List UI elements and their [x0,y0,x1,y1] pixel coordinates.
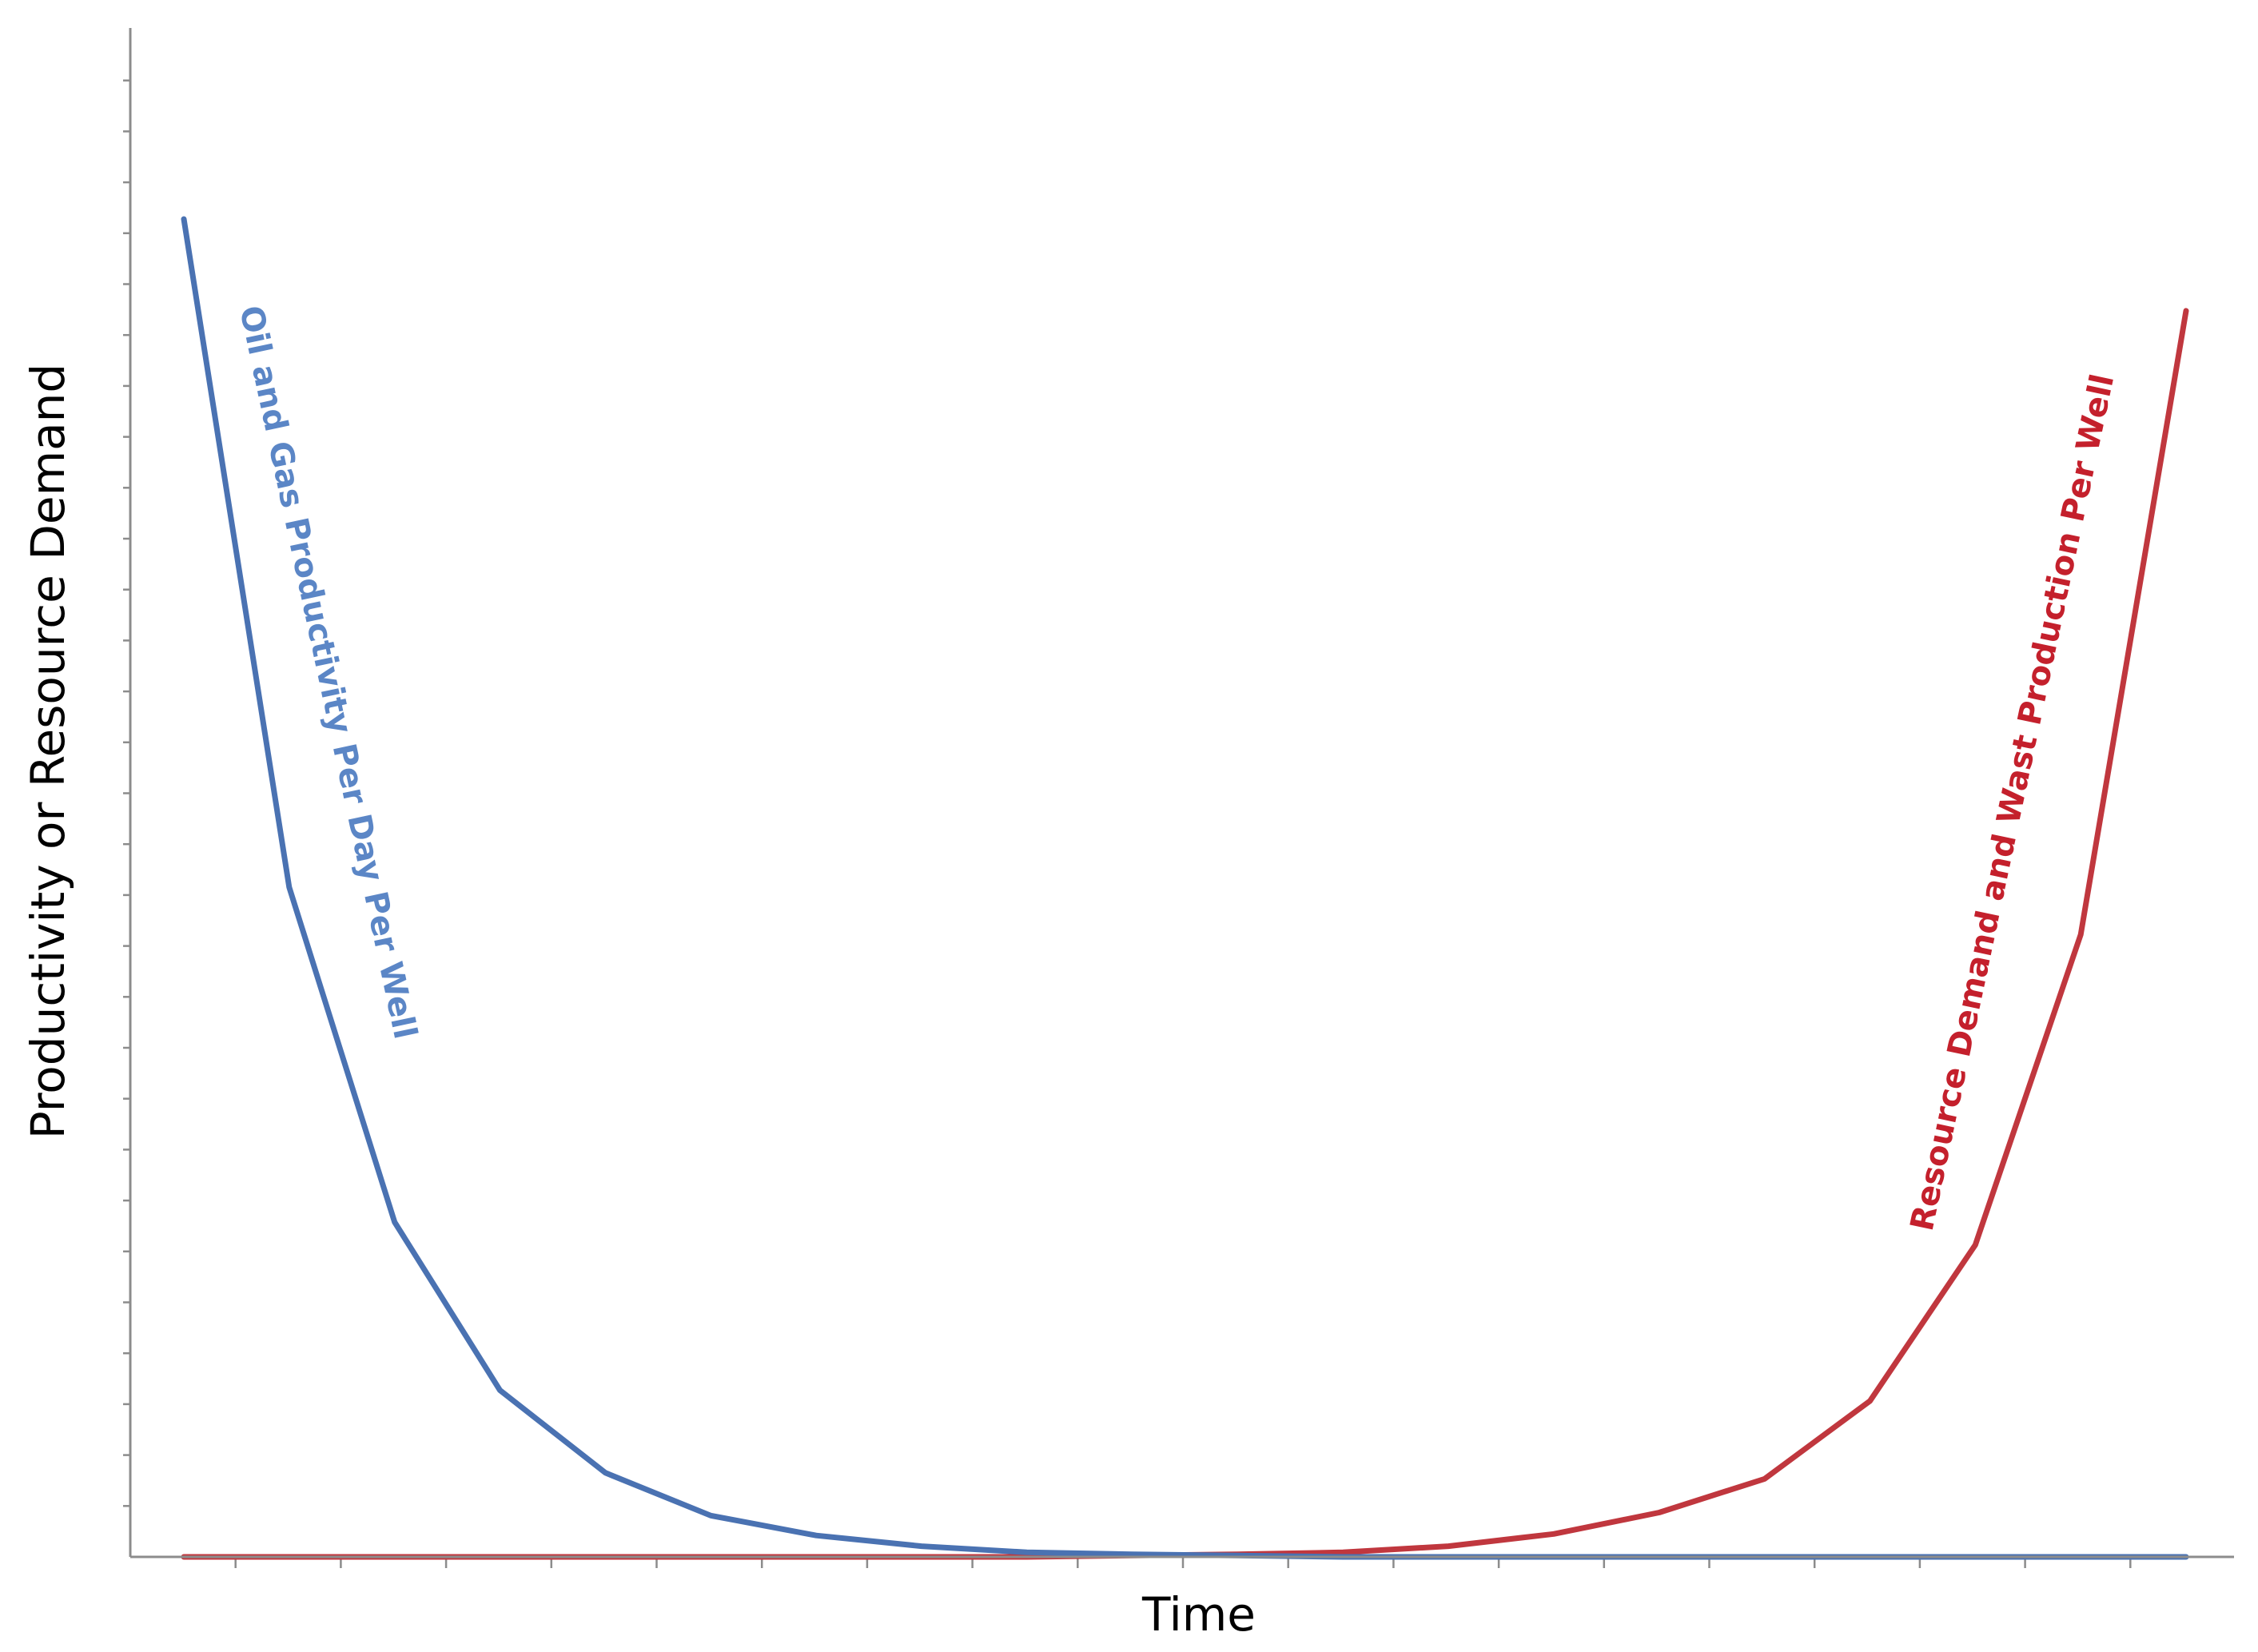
x-axis-title: Time [1141,1587,1256,1642]
series-labels: Oil and Gas Productivity Per Day Per Wel… [232,303,2121,1235]
series-line-oil-gas [181,216,2189,1560]
y-axis-title: Productivity or Resource Demand [21,364,75,1139]
series-label-oil-gas: Oil and Gas Productivity Per Day Per Wel… [232,303,424,1043]
series-layer [181,216,2189,1560]
series-label-resource-demand: Resource Demand and Wast Production Per … [1904,371,2121,1234]
